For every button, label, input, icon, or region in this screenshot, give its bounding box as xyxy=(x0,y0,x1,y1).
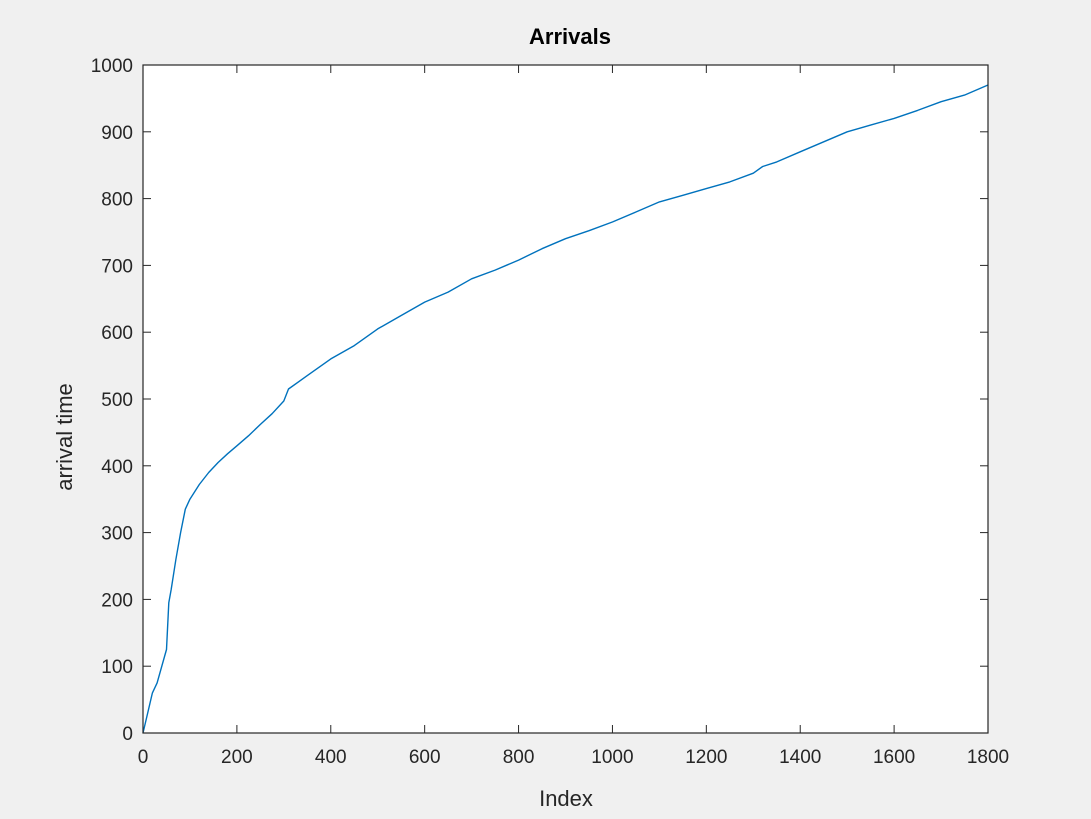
plot-area xyxy=(143,65,988,733)
x-tick-label: 1200 xyxy=(685,747,727,768)
y-axis-ticks: 0 100 200 300 400 500 600 700 800 900 1000 xyxy=(91,56,988,745)
series-line-0 xyxy=(142,84,989,734)
x-tick-label: 1400 xyxy=(779,747,821,768)
y-tick-label: 800 xyxy=(101,190,133,211)
chart-title: Arrivals xyxy=(529,24,611,49)
x-axis-ticks: 0 200 400 600 800 1000 1200 1400 1600 1800 xyxy=(138,65,1009,768)
y-tick-label: 100 xyxy=(101,657,133,678)
y-tick-label: 200 xyxy=(101,590,133,611)
y-tick-label: 1000 xyxy=(91,56,133,77)
y-tick-label: 900 xyxy=(101,123,133,144)
x-tick-label: 0 xyxy=(138,747,149,768)
x-tick-label: 1800 xyxy=(967,747,1009,768)
y-tick-label: 400 xyxy=(101,457,133,478)
y-tick-label: 700 xyxy=(101,256,133,277)
y-tick-label: 600 xyxy=(101,323,133,344)
x-tick-label: 400 xyxy=(315,747,347,768)
x-tick-label: 1600 xyxy=(873,747,915,768)
series-layer xyxy=(142,84,989,734)
y-tick-label: 300 xyxy=(101,524,133,545)
y-tick-label: 0 xyxy=(122,724,133,745)
y-axis-label: arrival time xyxy=(52,383,77,491)
x-tick-label: 200 xyxy=(221,747,253,768)
x-tick-label: 600 xyxy=(409,747,441,768)
x-tick-label: 800 xyxy=(503,747,535,768)
y-tick-label: 500 xyxy=(101,390,133,411)
x-tick-label: 1000 xyxy=(591,747,633,768)
x-axis-label: Index xyxy=(539,786,593,811)
